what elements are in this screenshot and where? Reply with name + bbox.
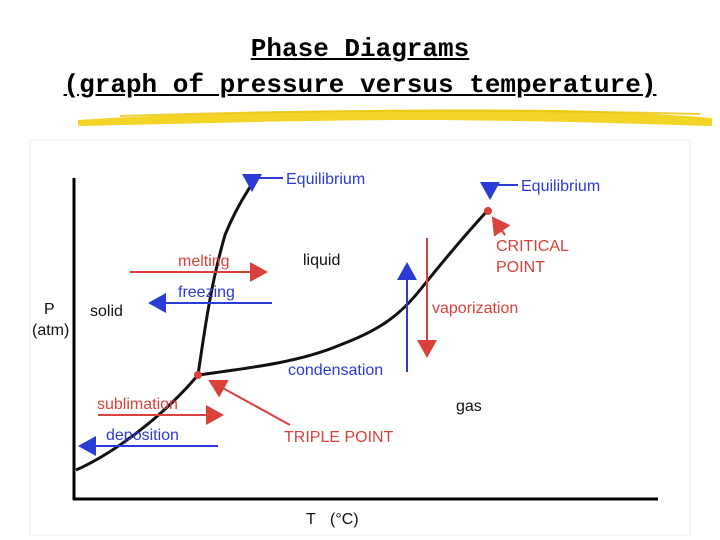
- x-axis-label-t: T: [306, 511, 316, 528]
- melting-label: melting: [178, 253, 230, 270]
- solid-region-label: solid: [90, 303, 123, 320]
- critical-point-marker: [484, 207, 492, 215]
- critical-point-arrow: [491, 216, 511, 237]
- liquid-region-label: liquid: [303, 252, 340, 269]
- freezing-label: freezing: [178, 284, 235, 301]
- melting-curve: [196, 186, 252, 376]
- triple-point-arrow: [208, 379, 291, 426]
- equilibrium-left-arrow: [242, 174, 283, 192]
- equilibrium-right-arrow: [480, 182, 518, 200]
- critical-point-label-1: CRITICAL: [496, 238, 569, 255]
- y-axis-label-p: P: [44, 301, 55, 318]
- sublimation-label: sublimation: [97, 396, 178, 413]
- triple-point-label: TRIPLE POINT: [284, 429, 394, 446]
- deposition-label: deposition: [106, 427, 179, 444]
- page-title: Phase Diagrams: [250, 34, 470, 64]
- x-axis-label-unit: (°C): [330, 511, 359, 528]
- y-axis-label-atm: (atm): [32, 322, 69, 339]
- equilibrium-left-label: Equilibrium: [286, 171, 365, 188]
- highlight-brush-stroke: [78, 109, 712, 126]
- condensation-label: condensation: [288, 362, 383, 379]
- equilibrium-right-label: Equilibrium: [521, 178, 600, 195]
- gas-region-label: gas: [456, 398, 482, 415]
- triple-point-marker: [194, 371, 202, 379]
- sublimation-curve: [75, 374, 200, 472]
- vaporization-label: vaporization: [432, 300, 518, 317]
- page-subtitle: (graph of pressure versus temperature): [63, 70, 657, 100]
- critical-point-label-2: POINT: [496, 259, 545, 276]
- vaporization-curve: [197, 208, 490, 377]
